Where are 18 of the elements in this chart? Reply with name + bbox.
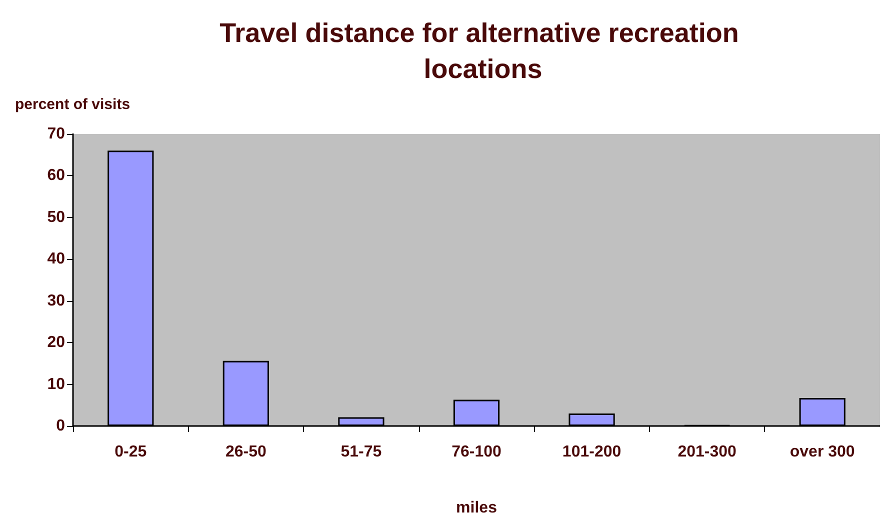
y-tick-label: 50 bbox=[47, 208, 66, 226]
x-tick-label: 26-50 bbox=[225, 444, 266, 460]
y-tick-label: 10 bbox=[47, 376, 66, 393]
x-axis-title: miles bbox=[456, 500, 498, 516]
y-tick-label: 20 bbox=[47, 334, 66, 352]
x-tick-label: 101-200 bbox=[562, 444, 622, 460]
y-tick-label: 30 bbox=[47, 292, 66, 310]
y-tick-label: 0 bbox=[56, 418, 66, 434]
x-tick-label: 201-300 bbox=[678, 444, 737, 460]
x-tick-label: 0-25 bbox=[114, 444, 147, 460]
chart-title: Travel distance for alternative recreation locations bbox=[220, 18, 746, 84]
y-tick-label: 70 bbox=[47, 126, 66, 142]
y-axis-title: percent of visits bbox=[15, 96, 130, 113]
x-tick-label: 76-100 bbox=[452, 444, 502, 460]
y-tick-label: 40 bbox=[47, 250, 66, 268]
x-tick-label: over 300 bbox=[790, 444, 855, 460]
x-tick-label: 51-75 bbox=[340, 444, 382, 460]
y-tick-label: 60 bbox=[47, 167, 66, 184]
